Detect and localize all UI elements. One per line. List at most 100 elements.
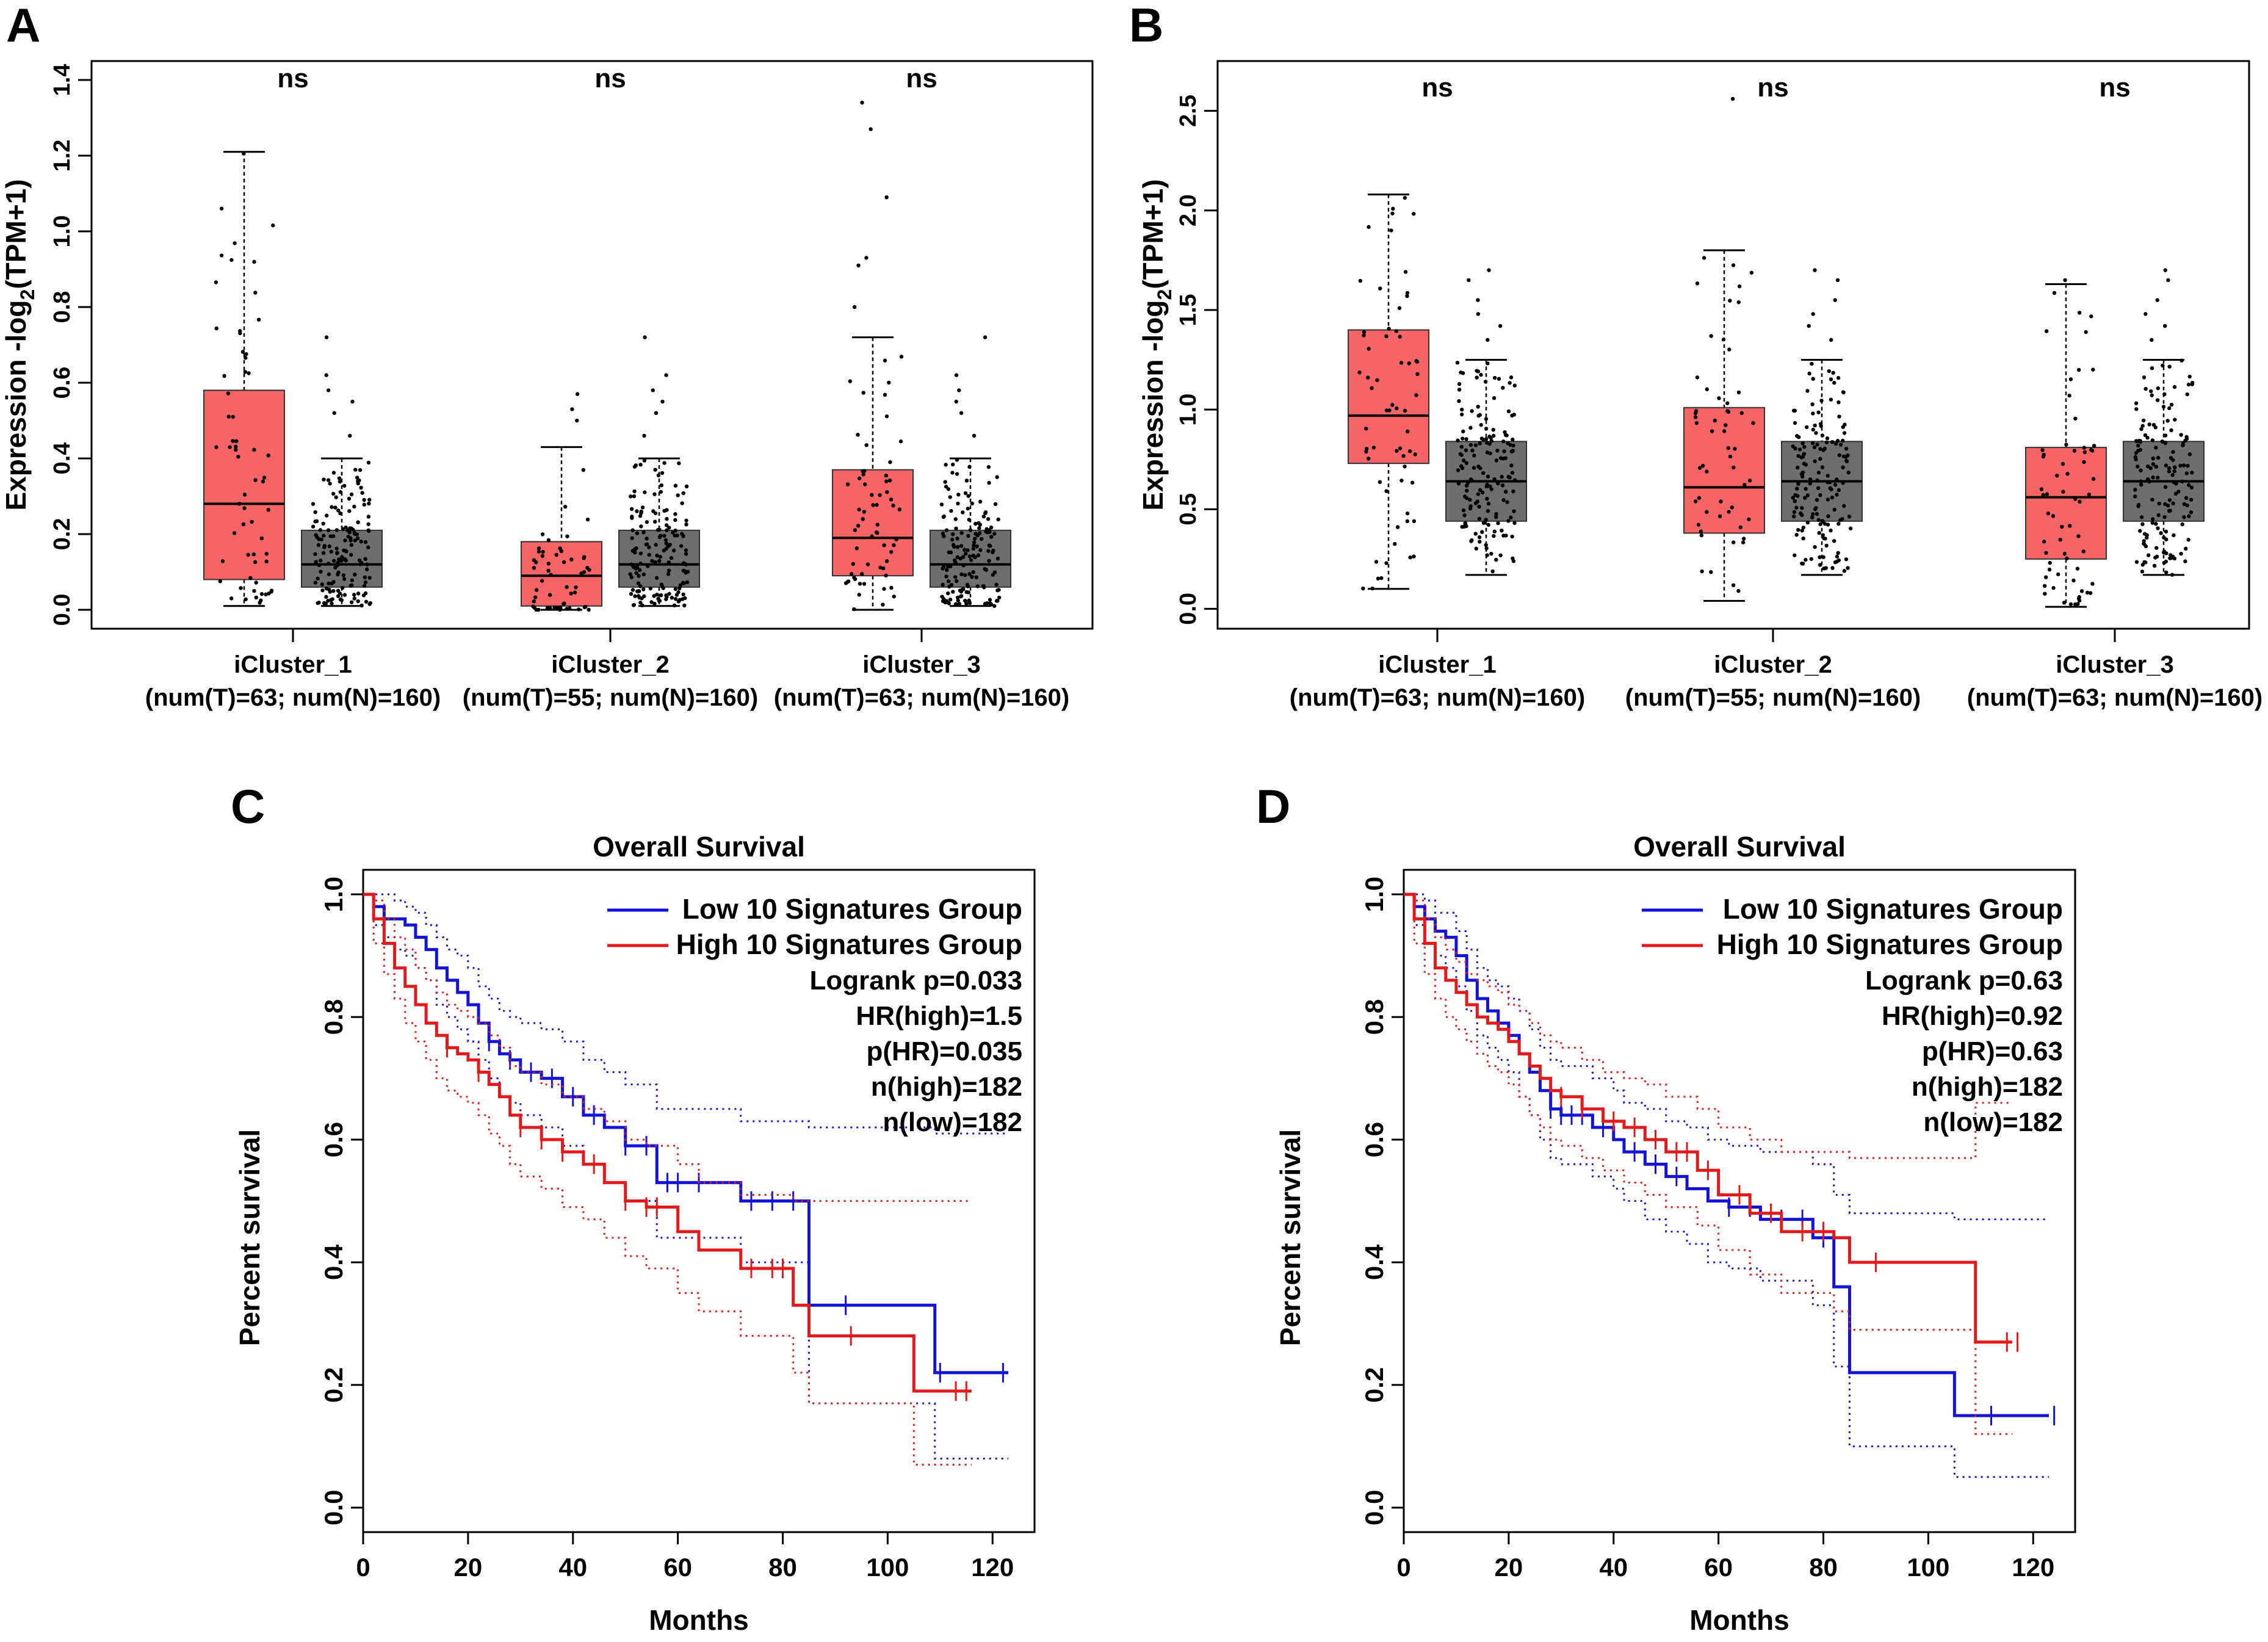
normal-point bbox=[632, 489, 637, 494]
normal-point bbox=[1504, 533, 1508, 538]
normal-point bbox=[959, 530, 964, 535]
normal-point bbox=[1829, 528, 1833, 533]
normal-point bbox=[966, 494, 970, 498]
tumor-point bbox=[1747, 517, 1751, 521]
normal-point bbox=[669, 556, 674, 560]
normal-point bbox=[1481, 438, 1486, 442]
group-counts: (num(T)=63; num(N)=160) bbox=[1967, 684, 2263, 711]
plot-frame bbox=[362, 869, 1036, 1533]
tumor-point bbox=[848, 379, 853, 383]
tumor-point bbox=[1370, 386, 1374, 391]
y-label-main: Expression -log bbox=[0, 300, 32, 510]
tumor-point bbox=[878, 493, 882, 497]
normal-point bbox=[1824, 440, 1829, 445]
normal-point bbox=[1510, 471, 1515, 475]
normal-point bbox=[963, 491, 968, 496]
tumor-point bbox=[577, 607, 581, 612]
normal-point bbox=[940, 595, 944, 599]
normal-point bbox=[2183, 559, 2187, 563]
y-tick-label: 0.6 bbox=[319, 1122, 348, 1157]
tumor-point bbox=[2056, 572, 2060, 577]
normal-point bbox=[684, 548, 688, 552]
normal-point bbox=[2171, 458, 2175, 462]
normal-point bbox=[1793, 553, 1797, 557]
tumor-point bbox=[2079, 589, 2084, 593]
y-axis-label: Expression -log2(TPM+1) bbox=[1137, 179, 1176, 510]
normal-point bbox=[1511, 437, 1515, 442]
tumor-outlier bbox=[869, 127, 873, 131]
x-axis-label: Months bbox=[649, 1604, 749, 1636]
tumor-point bbox=[884, 479, 889, 483]
normal-point bbox=[1794, 486, 1799, 491]
normal-point bbox=[1459, 371, 1463, 375]
tumor-point bbox=[843, 581, 848, 585]
legend-stat: n(low)=182 bbox=[883, 1107, 1022, 1137]
normal-point bbox=[656, 473, 661, 477]
normal-point bbox=[2143, 386, 2148, 391]
normal-point bbox=[1492, 396, 1497, 400]
group-label: iCluster_2 bbox=[1714, 651, 1832, 678]
normal-point bbox=[1464, 461, 1469, 465]
tumor-point bbox=[1705, 387, 1709, 391]
y-label-sub: 2 bbox=[16, 289, 38, 300]
normal-point bbox=[1473, 501, 1478, 505]
x-tick-label: 0 bbox=[1396, 1553, 1410, 1582]
legend-stat: HR(high)=0.92 bbox=[1882, 1001, 2063, 1031]
normal-point bbox=[1473, 443, 1478, 447]
tumor-point bbox=[242, 493, 247, 497]
normal-point bbox=[654, 543, 658, 547]
normal-point bbox=[322, 477, 326, 482]
normal-point bbox=[670, 530, 675, 535]
tumor-point bbox=[2081, 549, 2086, 554]
normal-point bbox=[367, 497, 372, 502]
normal-point bbox=[1464, 448, 1468, 452]
normal-point bbox=[2147, 422, 2151, 427]
normal-point bbox=[2162, 392, 2167, 397]
normal-point bbox=[2150, 521, 2154, 525]
tumor-point bbox=[897, 507, 902, 512]
normal-point bbox=[344, 525, 348, 530]
normal-point bbox=[1801, 526, 1806, 530]
normal-point bbox=[1509, 463, 1514, 468]
tumor-point bbox=[1364, 426, 1368, 431]
group-counts: (num(T)=63; num(N)=160) bbox=[1290, 684, 1586, 711]
normal-point bbox=[973, 555, 977, 560]
normal-point bbox=[637, 568, 642, 573]
normal-point bbox=[1820, 465, 1825, 469]
normal-point bbox=[2186, 483, 2191, 487]
normal-point bbox=[951, 532, 955, 537]
normal-point bbox=[1818, 457, 1822, 461]
normal-point bbox=[629, 591, 634, 596]
normal-point bbox=[944, 463, 948, 467]
normal-point bbox=[987, 559, 991, 563]
normal-point bbox=[2171, 501, 2175, 505]
normal-point bbox=[2174, 482, 2178, 486]
normal-point bbox=[962, 548, 967, 552]
normal-point bbox=[349, 552, 353, 557]
tumor-point bbox=[1384, 408, 1389, 413]
normal-point bbox=[2176, 490, 2181, 494]
normal-point bbox=[2172, 469, 2176, 474]
normal-point bbox=[667, 591, 671, 596]
tumor-point bbox=[247, 371, 251, 375]
tumor-point bbox=[2075, 566, 2080, 571]
normal-point bbox=[2138, 439, 2143, 444]
normal-point bbox=[1793, 421, 1797, 425]
tumor-point bbox=[1730, 505, 1734, 510]
normal-point bbox=[977, 526, 981, 530]
normal-point bbox=[664, 546, 668, 551]
normal-point bbox=[1494, 512, 1498, 516]
tumor-point bbox=[2055, 474, 2059, 478]
normal-point bbox=[337, 476, 342, 480]
tumor-point bbox=[533, 595, 538, 599]
normal-point bbox=[1810, 361, 1814, 366]
normal-point bbox=[2154, 546, 2159, 550]
normal-point bbox=[1846, 566, 1850, 570]
normal-point bbox=[681, 491, 685, 496]
normal-point bbox=[941, 531, 945, 536]
normal-point bbox=[666, 572, 671, 576]
normal-point bbox=[330, 505, 334, 509]
normal-point bbox=[347, 496, 352, 501]
normal-point bbox=[647, 545, 651, 549]
